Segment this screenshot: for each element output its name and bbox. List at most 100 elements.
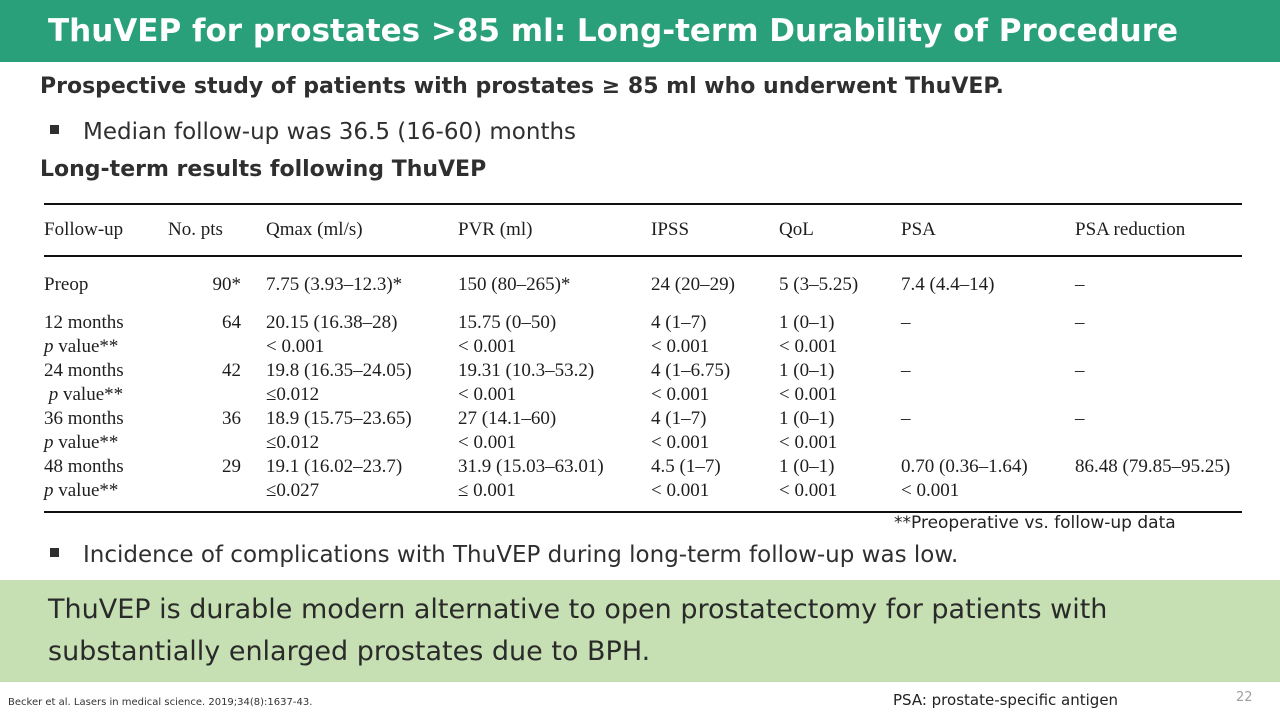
table-row: 24 months 42 19.8 (16.35–24.05) 19.31 (1…: [44, 359, 1242, 383]
cell: 7.4 (4.4–14): [901, 274, 995, 295]
p-label: p: [44, 480, 54, 501]
slide-title: ThuVEP for prostates >85 ml: Long-term D…: [48, 13, 1179, 49]
cell: < 0.001: [651, 432, 710, 453]
cell: –: [1075, 312, 1085, 333]
value-label: value**: [53, 432, 119, 453]
cell: < 0.001: [458, 384, 517, 405]
cell: 1 (0–1): [779, 312, 835, 333]
p-label: p: [44, 432, 54, 453]
cell: < 0.001: [651, 384, 710, 405]
header-ipss: IPSS: [651, 203, 779, 257]
results-table: Follow-up No. pts Qmax (ml/s) PVR (ml) I…: [44, 203, 1242, 513]
cell: [1075, 479, 1242, 513]
cell: [901, 431, 1075, 455]
header-qmax: Qmax (ml/s): [266, 203, 458, 257]
cell: 64: [222, 312, 241, 333]
table-row: p value** ≤0.027 ≤ 0.001 < 0.001 < 0.001…: [44, 479, 1242, 513]
cell: < 0.001: [779, 479, 901, 513]
cell: 150 (80–265)*: [458, 274, 571, 295]
cell: –: [901, 312, 911, 333]
value-label: value**: [53, 336, 119, 357]
table-row: 12 months 64 20.15 (16.38–28) 15.75 (0–5…: [44, 311, 1242, 335]
header-no-pts: No. pts: [168, 203, 266, 257]
table-row: p value** < 0.001 < 0.001 < 0.001 < 0.00…: [44, 335, 1242, 359]
cell: 7.75 (3.93–12.3)*: [266, 274, 403, 295]
table-row: p value** ≤0.012 < 0.001 < 0.001 < 0.001: [44, 431, 1242, 455]
cell: 1 (0–1): [779, 408, 835, 429]
cell: ≤ 0.001: [458, 479, 651, 513]
cell: –: [1075, 360, 1085, 381]
cell: p value**: [44, 431, 266, 455]
table-row: 48 months 29 19.1 (16.02–23.7) 31.9 (15.…: [44, 455, 1242, 479]
value-label: value**: [53, 480, 119, 501]
header-follow-up: Follow-up: [44, 203, 168, 257]
cell: [1075, 383, 1242, 407]
cell: 36 months: [44, 408, 124, 429]
header-psa-reduction: PSA reduction: [1075, 203, 1242, 257]
cell: ≤0.012: [266, 432, 320, 453]
cell: 90*: [212, 274, 242, 295]
cell: ≤0.012: [266, 384, 320, 405]
cell: 31.9 (15.03–63.01): [458, 456, 604, 477]
p-label: p: [48, 384, 59, 405]
cell: 0.70 (0.36–1.64): [901, 456, 1028, 477]
cell: 18.9 (15.75–23.65): [266, 408, 412, 429]
square-bullet-icon: [50, 125, 59, 134]
cell: 19.1 (16.02–23.7): [266, 456, 403, 477]
page-number: 22: [1236, 690, 1253, 705]
cell: < 0.001: [458, 432, 517, 453]
cell: –: [901, 360, 911, 381]
cell: 36: [222, 408, 241, 429]
cell: 19.8 (16.35–24.05): [266, 360, 412, 381]
cell: –: [1075, 274, 1085, 295]
cell: p value**: [44, 383, 266, 407]
citation: Becker et al. Lasers in medical science.…: [8, 697, 313, 708]
header-qol: QoL: [779, 203, 901, 257]
cell: < 0.001: [266, 336, 325, 357]
cell: 24 (20–29): [651, 274, 735, 295]
cell: 29: [222, 456, 241, 477]
bullet-complications: Incidence of complications with ThuVEP d…: [50, 538, 958, 572]
cell: 5 (3–5.25): [779, 274, 859, 295]
cell: ≤0.027: [266, 479, 458, 513]
cell: 1 (0–1): [779, 360, 835, 381]
cell: < 0.001: [901, 479, 1075, 513]
p-label: p: [44, 336, 54, 357]
square-bullet-icon: [50, 548, 59, 557]
cell: 20.15 (16.38–28): [266, 312, 398, 333]
header-psa: PSA: [901, 203, 1075, 257]
cell: Preop: [44, 274, 89, 295]
cell: –: [1075, 408, 1085, 429]
table-row: 36 months 36 18.9 (15.75–23.65) 27 (14.1…: [44, 407, 1242, 431]
cell: 12 months: [44, 312, 124, 333]
cell: < 0.001: [651, 336, 710, 357]
cell: p value**: [44, 335, 266, 359]
table-row: p value** ≤0.012 < 0.001 < 0.001 < 0.001: [44, 383, 1242, 407]
bullet-follow-up-text: Median follow-up was 36.5 (16-60) months: [83, 119, 577, 145]
section-heading: Long-term results following ThuVEP: [40, 157, 487, 182]
cell: 19.31 (10.3–53.2): [458, 360, 595, 381]
bullet-complications-text: Incidence of complications with ThuVEP d…: [83, 542, 959, 568]
cell: 4 (1–6.75): [651, 360, 731, 381]
cell: 4.5 (1–7): [651, 456, 721, 477]
cell: 48 months: [44, 456, 124, 477]
title-bar: ThuVEP for prostates >85 ml: Long-term D…: [0, 0, 1280, 62]
cell: [901, 335, 1075, 359]
cell: [901, 383, 1075, 407]
cell: –: [901, 408, 911, 429]
abbreviation-note: PSA: prostate-specific antigen: [893, 691, 1119, 709]
cell: 24 months: [44, 360, 124, 381]
conclusion-box: ThuVEP is durable modern alternative to …: [0, 580, 1280, 682]
header-pvr: PVR (ml): [458, 203, 651, 257]
table-header-row: Follow-up No. pts Qmax (ml/s) PVR (ml) I…: [44, 203, 1242, 257]
cell: [1075, 431, 1242, 455]
cell: 4 (1–7): [651, 408, 707, 429]
cell: < 0.001: [779, 432, 838, 453]
cell: < 0.001: [779, 384, 838, 405]
conclusion-text: ThuVEP is durable modern alternative to …: [48, 594, 1108, 667]
cell: p value**: [44, 479, 266, 513]
cell: 42: [222, 360, 241, 381]
cell: < 0.001: [458, 336, 517, 357]
cell: 86.48 (79.85–95.25): [1075, 456, 1231, 477]
table-footnote: **Preoperative vs. follow-up data: [894, 513, 1176, 533]
